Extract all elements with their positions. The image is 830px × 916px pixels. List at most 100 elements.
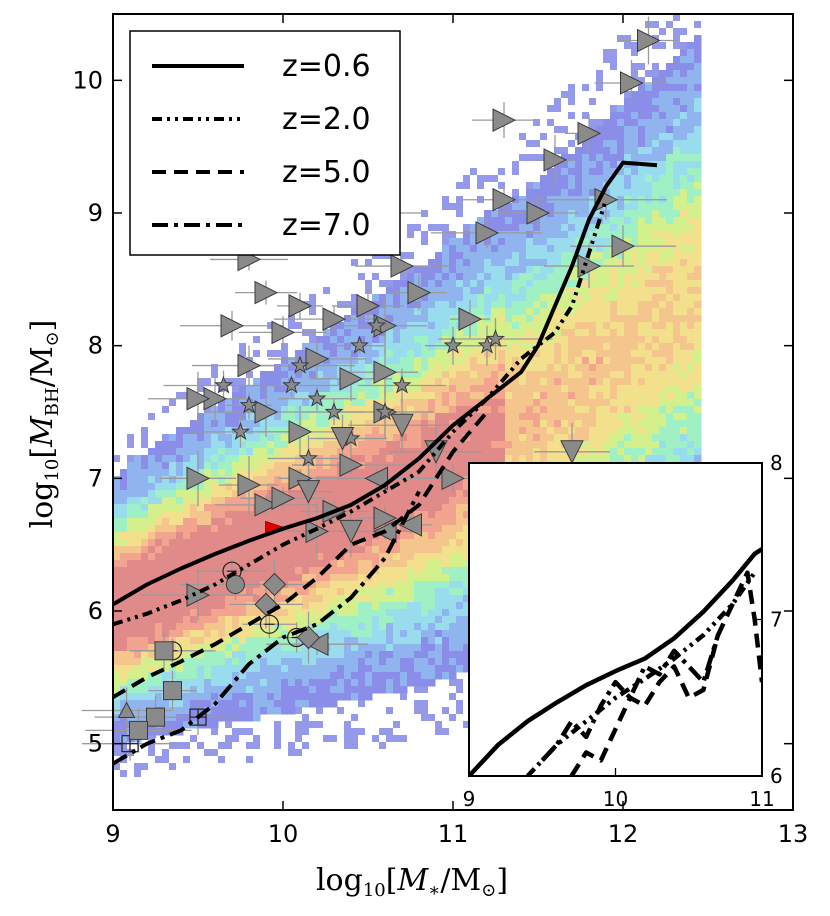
heatmap-cell <box>225 651 233 659</box>
heatmap-cell <box>344 385 352 393</box>
heatmap-cell <box>491 455 499 463</box>
heatmap-cell <box>638 63 645 70</box>
heatmap-cell <box>218 707 226 715</box>
heatmap-cell <box>596 392 604 400</box>
heatmap-cell <box>561 154 569 162</box>
heatmap-cell <box>659 371 667 379</box>
heatmap-cell <box>253 378 261 386</box>
heatmap-cell <box>232 707 240 715</box>
heatmap-cell <box>463 651 471 659</box>
heatmap-cell <box>519 266 527 274</box>
heatmap-cell <box>365 679 373 687</box>
heatmap-cell <box>239 609 247 617</box>
heatmap-cell <box>470 287 478 295</box>
heatmap-cell <box>442 224 449 231</box>
heatmap-cell <box>414 672 422 680</box>
heatmap-cell <box>302 686 310 694</box>
heatmap-cell <box>498 287 506 295</box>
heatmap-cell <box>540 392 548 400</box>
heatmap-cell <box>645 126 653 134</box>
heatmap-cell <box>505 238 513 246</box>
heatmap-cell <box>260 469 268 477</box>
heatmap-cell <box>302 469 310 477</box>
heatmap-cell <box>197 511 205 519</box>
heatmap-cell <box>260 385 268 393</box>
heatmap-cell <box>505 245 513 253</box>
heatmap-cell <box>449 623 457 631</box>
heatmap-cell <box>148 630 156 638</box>
heatmap-cell <box>554 336 562 344</box>
heatmap-cell <box>302 595 310 603</box>
heatmap-cell <box>316 364 324 372</box>
heatmap-cell <box>526 420 534 428</box>
heatmap-cell <box>652 420 660 428</box>
heatmap-cell <box>323 623 331 631</box>
heatmap-cell <box>428 595 436 603</box>
heatmap-cell <box>624 266 632 274</box>
heatmap-cell <box>463 266 471 274</box>
heatmap-cell <box>323 399 331 407</box>
heatmap-cell <box>386 392 394 400</box>
heatmap-cell <box>148 469 156 477</box>
heatmap-cell <box>498 182 505 189</box>
heatmap-cell <box>631 126 639 134</box>
heatmap-cell <box>547 329 555 337</box>
heatmap-cell <box>442 231 449 238</box>
heatmap-cell <box>407 399 415 407</box>
heatmap-cell <box>176 490 184 498</box>
heatmap-cell <box>400 665 408 673</box>
heatmap-cell <box>498 266 506 274</box>
heatmap-cell <box>407 273 415 281</box>
heatmap-cell <box>316 413 324 421</box>
heatmap-cell <box>295 707 302 714</box>
heatmap-cell <box>239 469 247 477</box>
heatmap-cell <box>407 420 415 428</box>
heatmap-cell <box>442 378 450 386</box>
heatmap-cell <box>638 301 646 309</box>
heatmap-cell <box>603 308 611 316</box>
heatmap-cell <box>505 294 513 302</box>
heatmap-cell <box>323 490 331 498</box>
heatmap-cell <box>351 609 359 617</box>
heatmap-cell <box>428 455 436 463</box>
heatmap-cell <box>155 588 163 596</box>
heatmap-cell <box>253 609 261 617</box>
heatmap-cell <box>232 385 239 392</box>
heatmap-cell <box>155 469 163 477</box>
heatmap-cell <box>155 728 163 736</box>
heatmap-cell <box>141 672 149 680</box>
heatmap-cell <box>561 434 569 442</box>
heatmap-cell <box>407 364 415 372</box>
heatmap-cell <box>267 672 275 680</box>
heatmap-cell <box>421 336 429 344</box>
heatmap-cell <box>393 560 401 568</box>
heatmap-cell <box>561 329 569 337</box>
heatmap-cell <box>148 742 155 749</box>
heatmap-cell <box>435 532 443 540</box>
heatmap-cell <box>456 518 464 526</box>
heatmap-cell <box>211 462 219 470</box>
heatmap-cell <box>547 392 555 400</box>
heatmap-cell <box>183 658 191 666</box>
heatmap-cell <box>309 581 317 589</box>
heatmap-cell <box>400 462 408 470</box>
heatmap-cell <box>568 301 576 309</box>
heatmap-cell <box>554 392 562 400</box>
heatmap-cell <box>393 637 401 645</box>
heatmap-cell <box>428 364 436 372</box>
heatmap-cell <box>624 294 632 302</box>
heatmap-cell <box>281 434 289 442</box>
heatmap-cell <box>442 504 450 512</box>
heatmap-cell <box>456 595 464 603</box>
heatmap-cell <box>540 350 548 358</box>
heatmap-cell <box>365 427 373 435</box>
heatmap-cell <box>120 511 128 519</box>
heatmap-cell <box>666 259 674 267</box>
heatmap-cell <box>645 70 652 77</box>
heatmap-cell <box>379 616 387 624</box>
heatmap-cell <box>645 441 653 449</box>
heatmap-cell <box>127 490 135 498</box>
heatmap-cell <box>491 357 499 365</box>
heatmap-cell <box>652 77 660 85</box>
heatmap-cell <box>617 259 625 267</box>
